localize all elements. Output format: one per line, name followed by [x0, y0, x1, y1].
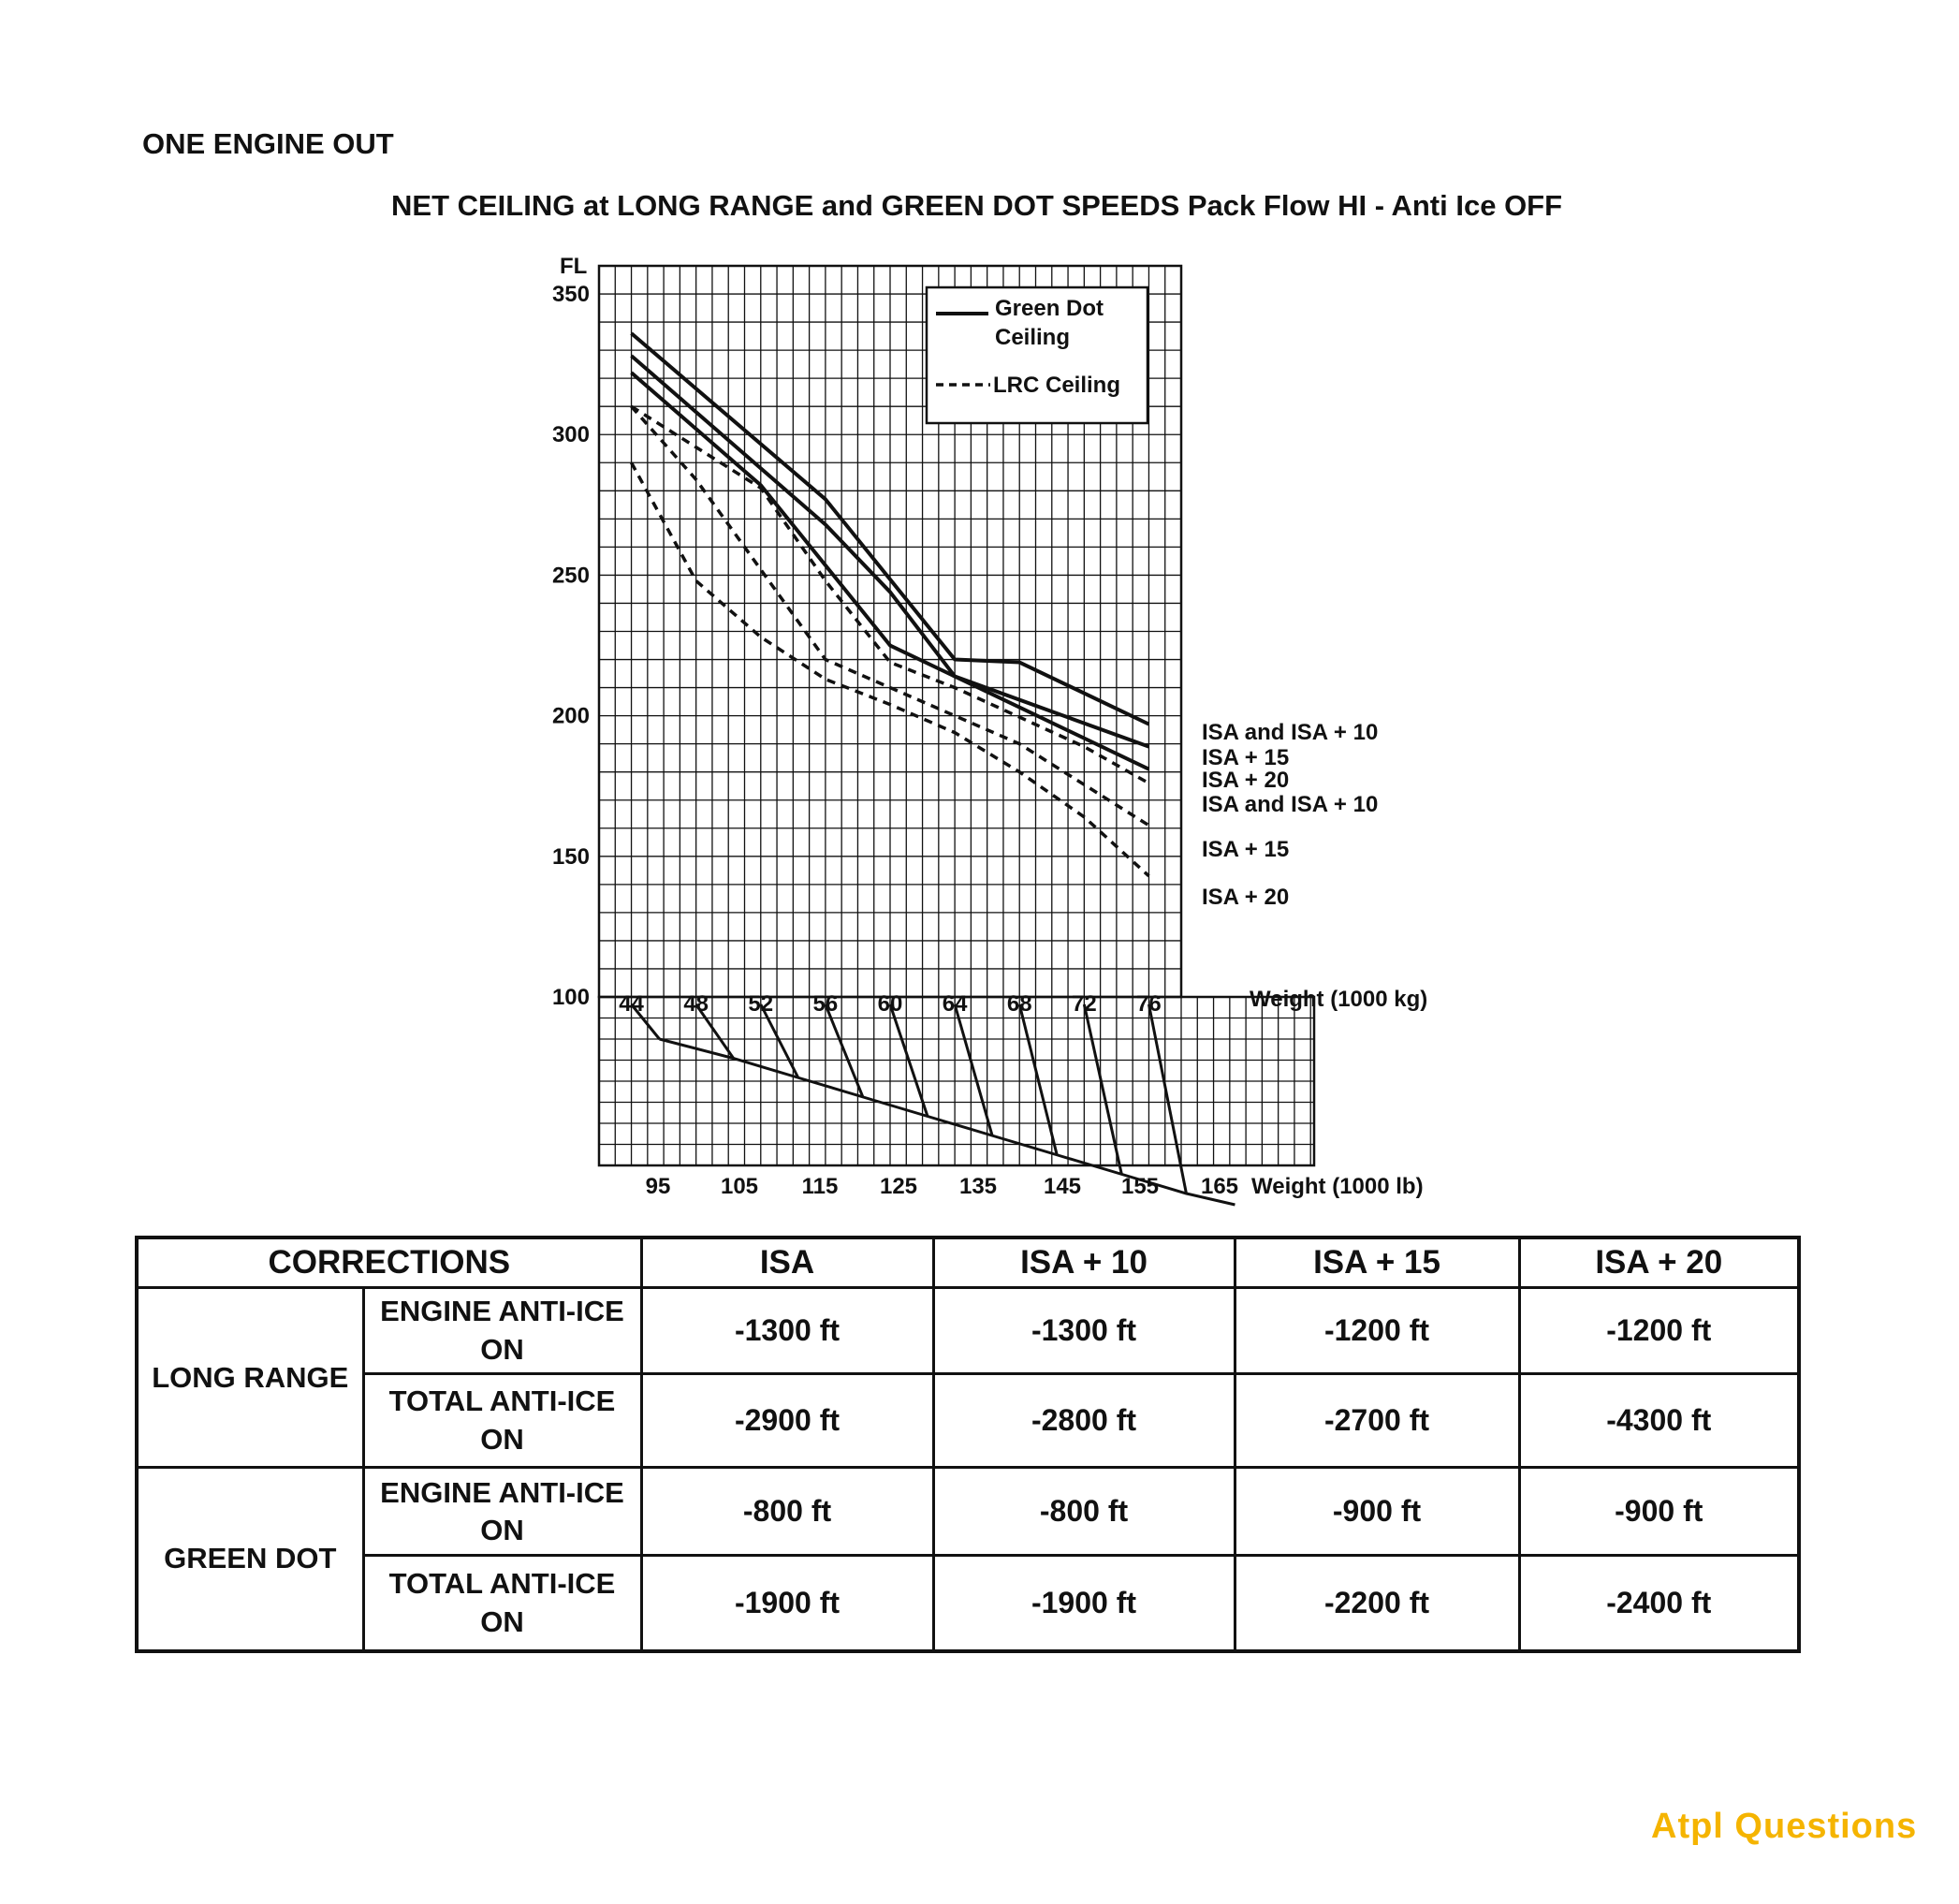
row-label: ENGINE ANTI-ICE ON: [361, 1286, 643, 1376]
header-isa-15: ISA + 15: [1233, 1236, 1521, 1290]
x-bottom-tick-label: 145: [1044, 1174, 1081, 1199]
chart-title: NET CEILING at LONG RANGE and GREEN DOT …: [391, 189, 1563, 222]
conversion-diagonal: [888, 1003, 929, 1117]
group-green-dot: GREEN DOT: [135, 1466, 365, 1653]
legend-green-dot-line1: Green Dot: [995, 296, 1104, 321]
x-bottom-tick-label: 105: [721, 1174, 758, 1199]
x-bottom-tick-label: 125: [880, 1174, 917, 1199]
x-top-tick-label: 44: [619, 991, 644, 1017]
y-axis-title: FL: [560, 254, 587, 279]
table-row: TOTAL ANTI-ICE ON -1900 ft -1900 ft -220…: [137, 1554, 1801, 1653]
conversion-diagonal: [630, 1003, 661, 1040]
conversion-diagonal: [759, 1003, 800, 1078]
series-line-green_dot-1: [630, 354, 1150, 749]
row-label: TOTAL ANTI-ICE ON: [361, 1554, 643, 1653]
y-tick-label: 350: [552, 282, 590, 307]
series-end-label: ISA + 20: [1202, 885, 1289, 910]
x-top-tick-label: 56: [813, 991, 839, 1017]
x-top-tick-label: 52: [748, 991, 773, 1017]
table-cell: -1900 ft: [639, 1554, 935, 1653]
table-cell: -900 ft: [1517, 1466, 1801, 1558]
net-ceiling-chart: Green Dot Ceiling LRC Ceiling FL 350 300 250…: [552, 254, 1427, 1207]
y-tick-label: 100: [552, 985, 590, 1010]
legend-green-dot-line2: Ceiling: [995, 325, 1070, 350]
x-bottom-tick-label: 165: [1201, 1174, 1238, 1199]
table-row: TOTAL ANTI-ICE ON -2900 ft -2800 ft -270…: [137, 1372, 1801, 1470]
y-tick-label: 300: [552, 422, 590, 447]
x-top-tick-label: 72: [1072, 991, 1097, 1017]
legend-lrc-label: LRC Ceiling: [993, 373, 1120, 398]
conversion-grid: [597, 995, 1316, 1167]
legend-box: [925, 286, 1149, 425]
table-cell: -2200 ft: [1233, 1554, 1521, 1653]
table-cell: -800 ft: [639, 1466, 935, 1558]
row-label: TOTAL ANTI-ICE ON: [361, 1372, 643, 1470]
table-cell: -2900 ft: [639, 1372, 935, 1470]
conversion-diagonal: [953, 1003, 994, 1136]
header-isa-10: ISA + 10: [931, 1236, 1236, 1290]
series-end-label: ISA and ISA + 10: [1202, 720, 1378, 745]
y-tick-label: 250: [552, 563, 590, 588]
conversion-diagonal: [1147, 1003, 1188, 1194]
chart-legend: Green Dot Ceiling LRC Ceiling: [925, 286, 1149, 425]
row-label: ENGINE ANTI-ICE ON: [361, 1466, 643, 1558]
table-cell: -4300 ft: [1517, 1372, 1801, 1470]
legend-green-dot-label: Green Dot Ceiling: [995, 296, 1104, 350]
x-top-tick-label: 48: [683, 991, 709, 1017]
conversion-diagonal: [824, 1003, 865, 1098]
y-tick-label: 200: [552, 704, 590, 729]
corrections-header-row: CORRECTIONS ISA ISA + 10 ISA + 15 ISA + …: [135, 1236, 1801, 1290]
table-row: LONG RANGE ENGINE ANTI-ICE ON -1300 ft -…: [135, 1286, 1801, 1470]
atpl-questions-logo: Atpl Questions: [1651, 1807, 1918, 1846]
conversion-diagonal: [1082, 1003, 1123, 1175]
x-bottom-tick-label: 135: [959, 1174, 997, 1199]
series-end-label: ISA + 15: [1202, 837, 1289, 862]
table-cell: -1200 ft: [1517, 1286, 1801, 1376]
table-cell: -800 ft: [931, 1466, 1236, 1558]
series-line-green_dot-0: [630, 331, 1150, 726]
y-tick-label: 150: [552, 844, 590, 870]
x-top-tick-label: 68: [1007, 991, 1032, 1017]
x-top-axis-title: Weight (1000 kg): [1250, 987, 1427, 1012]
x-top-tick-label: 60: [878, 991, 903, 1017]
table-cell: -2800 ft: [931, 1372, 1236, 1470]
header-corrections: CORRECTIONS: [135, 1236, 643, 1290]
header-isa-20: ISA + 20: [1517, 1236, 1801, 1290]
conversion-diagonal: [694, 1003, 735, 1060]
table-cell: -1300 ft: [931, 1286, 1236, 1376]
x-top-tick-label: 76: [1136, 991, 1162, 1017]
axis-labels: FL 350 300 250 200 150 100 44 48 52 56 60 64 68 72 76 We…: [552, 254, 1427, 1199]
table-cell: -2700 ft: [1233, 1372, 1521, 1470]
table-cell: -2400 ft: [1517, 1554, 1801, 1653]
conversion-curve: [659, 1037, 1235, 1207]
series-layer: [630, 331, 1150, 878]
table-cell: -900 ft: [1233, 1466, 1521, 1558]
series-line-lrc-3: [630, 404, 1150, 785]
x-bottom-tick-label: 95: [646, 1174, 671, 1199]
x-top-tick-label: 64: [943, 991, 968, 1017]
group-long-range: LONG RANGE: [135, 1286, 365, 1470]
series-line-green_dot-2: [630, 371, 1150, 771]
x-bottom-axis-title: Weight (1000 lb): [1251, 1174, 1424, 1199]
conversion-lines: [630, 1003, 1235, 1207]
table-cell: -1200 ft: [1233, 1286, 1521, 1376]
corrections-table: CORRECTIONS ISA ISA + 10 ISA + 15 ISA + …: [135, 1236, 1801, 1653]
table-row: GREEN DOT ENGINE ANTI-ICE ON -800 ft -80…: [135, 1466, 1801, 1653]
header-isa: ISA: [639, 1236, 935, 1290]
series-end-label: ISA + 15: [1202, 745, 1289, 770]
x-bottom-tick-label: 115: [802, 1174, 839, 1199]
table-cell: -1300 ft: [639, 1286, 935, 1376]
conversion-diagonal: [1017, 1003, 1059, 1156]
page-heading: ONE ENGINE OUT: [142, 127, 394, 160]
series-end-label: ISA + 20: [1202, 768, 1289, 793]
x-bottom-tick-label: 155: [1121, 1174, 1159, 1199]
series-line-lrc-5: [630, 461, 1150, 878]
table-cell: -1900 ft: [931, 1554, 1236, 1653]
series-end-label: ISA and ISA + 10: [1202, 792, 1378, 817]
